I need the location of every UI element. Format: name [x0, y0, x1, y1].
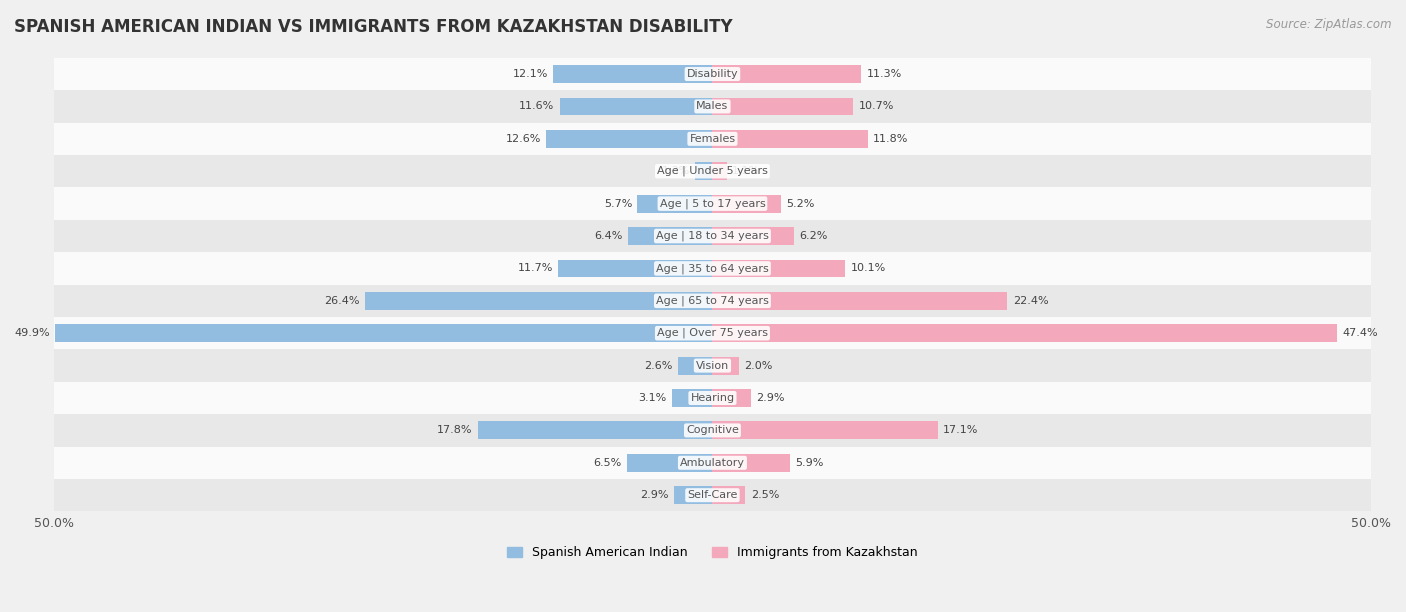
Bar	[53, 349, 1371, 382]
Bar	[55, 324, 713, 342]
Bar	[713, 227, 794, 245]
Text: 2.5%: 2.5%	[751, 490, 779, 500]
Text: 10.7%: 10.7%	[859, 102, 894, 111]
Bar	[713, 97, 853, 115]
Text: 11.6%: 11.6%	[519, 102, 554, 111]
Bar	[553, 65, 713, 83]
Bar	[628, 227, 713, 245]
Bar	[678, 357, 713, 375]
Text: 3.1%: 3.1%	[638, 393, 666, 403]
Bar	[713, 162, 727, 180]
Bar	[53, 252, 1371, 285]
Bar	[53, 58, 1371, 90]
Text: Ambulatory: Ambulatory	[681, 458, 745, 468]
Bar	[713, 324, 1337, 342]
Text: 5.2%: 5.2%	[786, 199, 814, 209]
Text: 5.7%: 5.7%	[603, 199, 633, 209]
Bar	[53, 155, 1371, 187]
Bar	[713, 422, 938, 439]
Text: Disability: Disability	[686, 69, 738, 79]
Bar	[53, 447, 1371, 479]
Bar	[713, 259, 845, 277]
Bar	[53, 220, 1371, 252]
Bar	[713, 130, 868, 147]
Text: 17.8%: 17.8%	[437, 425, 472, 435]
Text: 6.4%: 6.4%	[595, 231, 623, 241]
Bar	[364, 292, 713, 310]
Text: 5.9%: 5.9%	[796, 458, 824, 468]
Text: Age | 65 to 74 years: Age | 65 to 74 years	[657, 296, 769, 306]
Text: 11.7%: 11.7%	[517, 263, 553, 274]
Bar	[713, 454, 790, 472]
Bar	[713, 65, 862, 83]
Bar	[672, 389, 713, 407]
Text: 2.9%: 2.9%	[756, 393, 785, 403]
Bar	[675, 487, 713, 504]
Text: 17.1%: 17.1%	[943, 425, 979, 435]
Bar	[53, 187, 1371, 220]
Text: 1.1%: 1.1%	[733, 166, 761, 176]
Bar	[713, 195, 780, 212]
Text: 10.1%: 10.1%	[851, 263, 886, 274]
Bar	[713, 292, 1008, 310]
Text: Cognitive: Cognitive	[686, 425, 740, 435]
Bar	[627, 454, 713, 472]
Bar	[53, 414, 1371, 447]
Text: 6.5%: 6.5%	[593, 458, 621, 468]
Text: 2.6%: 2.6%	[644, 360, 673, 371]
Text: Hearing: Hearing	[690, 393, 734, 403]
Bar	[53, 285, 1371, 317]
Bar	[53, 317, 1371, 349]
Text: 47.4%: 47.4%	[1341, 328, 1378, 338]
Bar	[53, 479, 1371, 512]
Legend: Spanish American Indian, Immigrants from Kazakhstan: Spanish American Indian, Immigrants from…	[502, 541, 924, 564]
Bar	[53, 90, 1371, 122]
Text: Age | Over 75 years: Age | Over 75 years	[657, 328, 768, 338]
Bar	[696, 162, 713, 180]
Text: 1.3%: 1.3%	[662, 166, 690, 176]
Text: 11.3%: 11.3%	[866, 69, 901, 79]
Bar	[713, 389, 751, 407]
Text: Source: ZipAtlas.com: Source: ZipAtlas.com	[1267, 18, 1392, 31]
Text: 2.9%: 2.9%	[641, 490, 669, 500]
Bar	[560, 97, 713, 115]
Text: Vision: Vision	[696, 360, 730, 371]
Bar	[713, 487, 745, 504]
Text: 49.9%: 49.9%	[14, 328, 51, 338]
Text: Males: Males	[696, 102, 728, 111]
Bar	[53, 382, 1371, 414]
Text: Age | 5 to 17 years: Age | 5 to 17 years	[659, 198, 765, 209]
Bar	[478, 422, 713, 439]
Text: Females: Females	[689, 134, 735, 144]
Bar	[637, 195, 713, 212]
Text: 6.2%: 6.2%	[800, 231, 828, 241]
Text: Age | 35 to 64 years: Age | 35 to 64 years	[657, 263, 769, 274]
Text: 26.4%: 26.4%	[323, 296, 360, 306]
Bar	[547, 130, 713, 147]
Text: 2.0%: 2.0%	[744, 360, 772, 371]
Bar	[53, 122, 1371, 155]
Text: Age | 18 to 34 years: Age | 18 to 34 years	[657, 231, 769, 241]
Bar	[713, 357, 738, 375]
Text: 22.4%: 22.4%	[1012, 296, 1049, 306]
Text: 11.8%: 11.8%	[873, 134, 908, 144]
Bar	[558, 259, 713, 277]
Text: Self-Care: Self-Care	[688, 490, 738, 500]
Text: Age | Under 5 years: Age | Under 5 years	[657, 166, 768, 176]
Text: 12.6%: 12.6%	[506, 134, 541, 144]
Text: 12.1%: 12.1%	[512, 69, 548, 79]
Text: SPANISH AMERICAN INDIAN VS IMMIGRANTS FROM KAZAKHSTAN DISABILITY: SPANISH AMERICAN INDIAN VS IMMIGRANTS FR…	[14, 18, 733, 36]
